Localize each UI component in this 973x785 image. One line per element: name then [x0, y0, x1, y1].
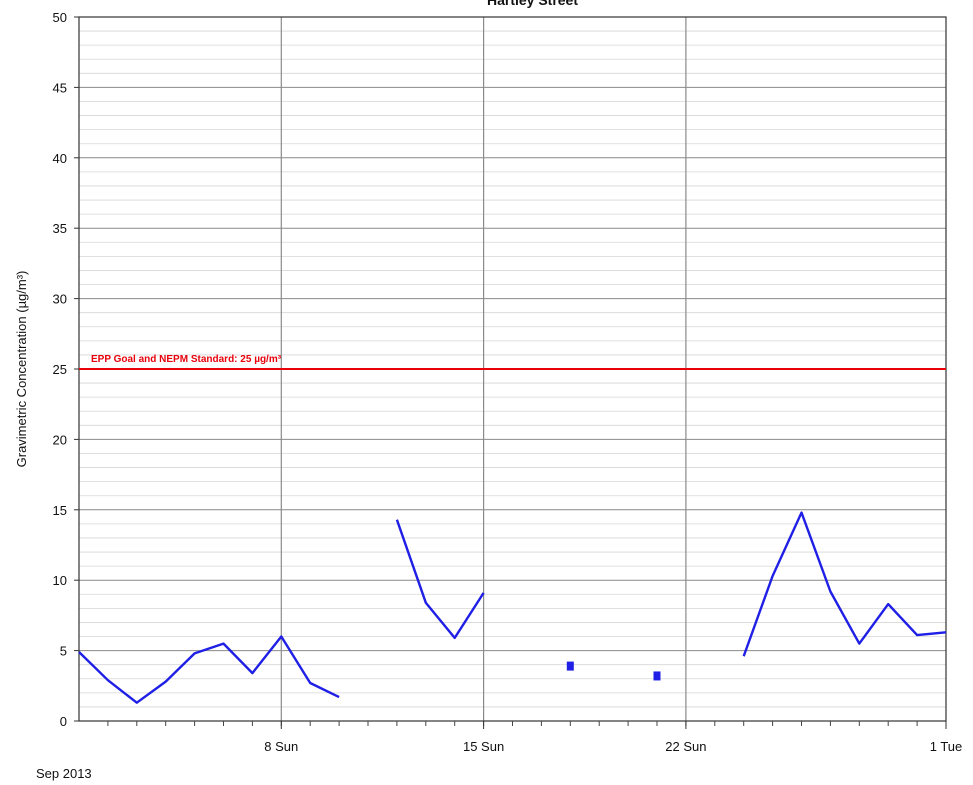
x-axis-month-label: Sep 2013: [36, 766, 92, 781]
y-tick-label: 50: [53, 10, 67, 25]
reference-line-label: EPP Goal and NEPM Standard: 25 µg/m³: [91, 354, 282, 365]
series-line-segment: [742, 511, 947, 657]
y-tick-label: 25: [53, 362, 67, 377]
y-tick-label: 20: [53, 432, 67, 447]
data-point: [653, 671, 661, 681]
y-axis-ticks: 0 5 10 15 20 25 30 35 40 45 50: [53, 10, 79, 729]
y-tick-label: 0: [60, 714, 67, 729]
y-tick-label: 40: [53, 151, 67, 166]
y-tick-label: 45: [53, 80, 67, 95]
minor-grid: [79, 30, 946, 708]
x-tick-label: 1 Tue: [930, 739, 963, 754]
x-tick-label: 22 Sun: [665, 739, 706, 754]
x-tick-label: 15 Sun: [463, 739, 504, 754]
x-tick-label: 8 Sun: [264, 739, 298, 754]
chart-title: Hartley Street: [487, 0, 578, 8]
y-tick-label: 30: [53, 292, 67, 307]
data-point: [566, 661, 574, 671]
y-axis-label: Gravimetric Concentration (µg/m³): [14, 271, 29, 468]
series-line-segment: [78, 635, 340, 704]
y-tick-label: 15: [53, 503, 67, 518]
reference-line-group: EPP Goal and NEPM Standard: 25 µg/m³: [79, 354, 946, 370]
y-tick-label: 5: [60, 644, 67, 659]
y-tick-label: 10: [53, 573, 67, 588]
series-group: [78, 511, 947, 704]
y-tick-label: 35: [53, 221, 67, 236]
series-line-segment: [395, 519, 485, 640]
x-axis-ticks: 8 Sun 15 Sun 22 Sun 1 Tue: [107, 721, 963, 754]
